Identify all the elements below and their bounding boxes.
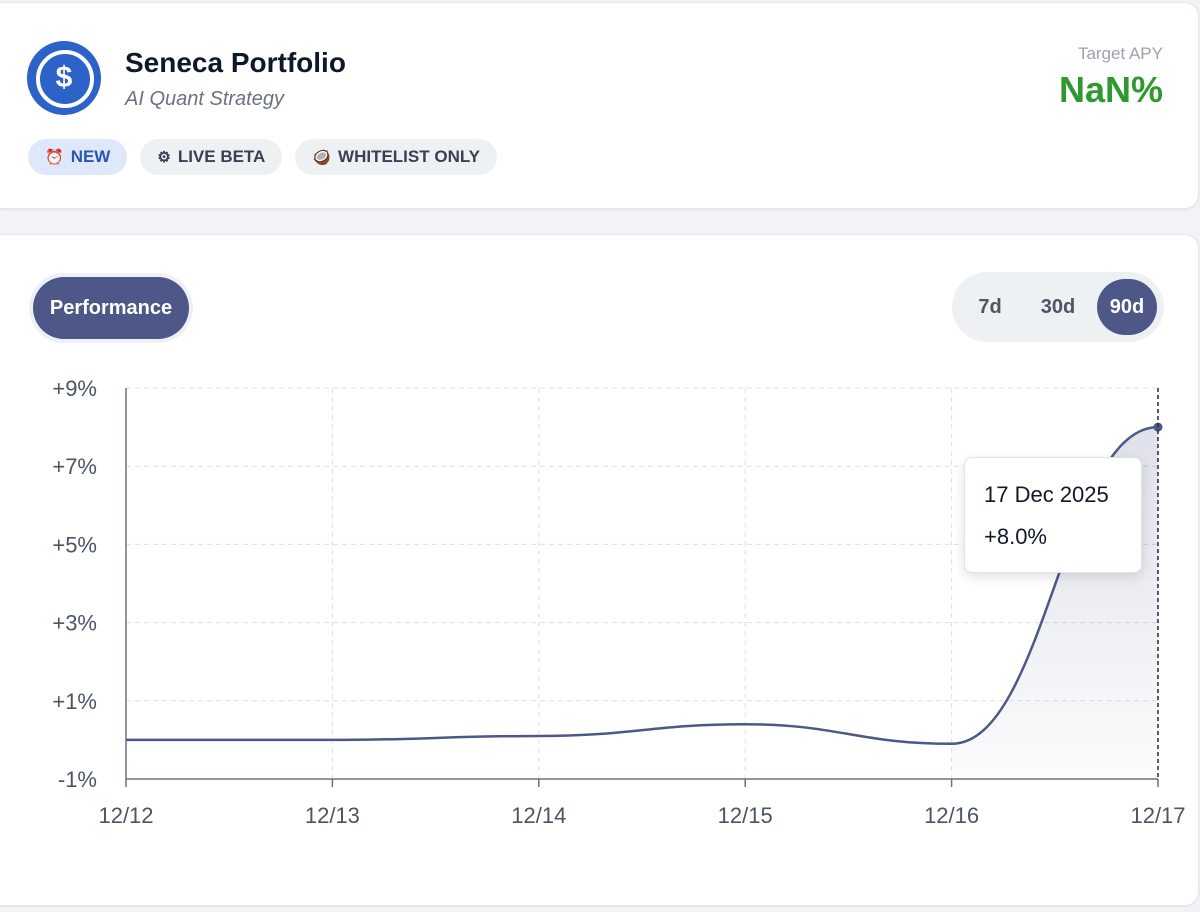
logo-ring [36, 50, 94, 108]
x-tick-label: 12/12 [98, 803, 153, 828]
portfolio-header-card: $ Seneca Portfolio AI Quant Strategy Tar… [0, 2, 1199, 209]
y-tick-label: +3% [52, 611, 97, 636]
tooltip-date: 17 Dec 2025 [984, 482, 1109, 507]
y-tick-label: +7% [52, 454, 97, 479]
performance-line-chart: +9% +7% +5% +3% +1% -1%12/12 12/13 12/14 12/15 12… [52, 376, 1185, 828]
target-apy-value: NaN% [1058, 69, 1163, 110]
data-point [1153, 422, 1163, 432]
chart-tooltip: 17 Dec 2025 +8.0% [964, 457, 1142, 573]
badge-label: WHITELIST ONLY [338, 147, 481, 166]
range-90d-button[interactable]: 90d [1097, 279, 1157, 335]
tab-performance[interactable]: Performance [33, 277, 189, 339]
badge-whitelist-only: 🥥 WHITELIST ONLY [295, 139, 498, 175]
range-7d-button[interactable]: 7d [978, 296, 1002, 318]
target-apy-label: Target APY [1077, 44, 1163, 63]
x-tick-label: 12/14 [511, 803, 566, 828]
performance-series-line [125, 425, 1159, 746]
range-selector: 7d 30d 90d [952, 272, 1164, 342]
badge-new: ⏰ NEW [28, 139, 128, 175]
y-tick-label: +1% [52, 689, 97, 714]
range-30d-button[interactable]: 30d [1040, 296, 1076, 318]
tooltip-value: +8.0% [984, 524, 1047, 549]
alarm-clock-icon: ⏰ [45, 148, 64, 166]
badge-label: NEW [70, 147, 111, 166]
y-tick-label: +9% [52, 376, 97, 401]
x-tick-label: 12/15 [718, 803, 773, 828]
portfolio-subtitle: AI Quant Strategy [125, 88, 284, 110]
usd-coin-icon: $ [27, 41, 101, 115]
x-tick-label: 12/17 [1130, 803, 1185, 828]
coconut-icon: 🥥 [312, 148, 332, 166]
dollar-sign-glyph: $ [55, 61, 73, 94]
x-tick-label: 12/13 [305, 803, 360, 828]
gear-icon: ⚙ [157, 148, 171, 166]
badge-live-beta: ⚙ LIVE BETA [140, 139, 283, 175]
y-tick-label: +5% [52, 532, 97, 557]
y-tick-label: -1% [58, 767, 97, 792]
badge-row: ⏰ NEW ⚙ LIVE BETA 🥥 WHITELIST ONLY [28, 139, 498, 175]
badge-label: LIVE BETA [177, 147, 266, 166]
x-tick-label: 12/16 [924, 803, 979, 828]
portfolio-title: Seneca Portfolio [125, 47, 346, 78]
